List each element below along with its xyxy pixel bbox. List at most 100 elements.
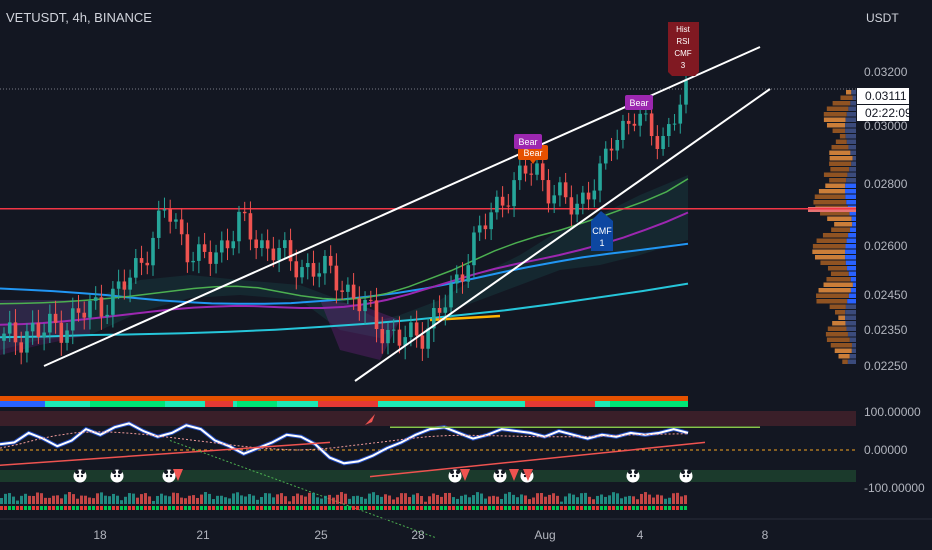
trend-dot	[652, 506, 655, 510]
trend-dot	[620, 506, 623, 510]
volume-profile-bar	[847, 266, 856, 271]
trend-dot	[264, 506, 267, 510]
panda-eye	[523, 474, 527, 478]
volume-bar	[164, 495, 167, 504]
volume-profile-bar	[829, 178, 847, 183]
volume-bar	[552, 493, 555, 504]
candle-body	[202, 244, 207, 252]
channel-lower-trendline[interactable]	[354, 88, 771, 382]
trend-dot	[260, 506, 263, 510]
trend-dot	[532, 506, 535, 510]
panda-eye	[682, 474, 686, 478]
volume-profile-bar	[846, 139, 856, 144]
volume-bar	[220, 495, 223, 504]
bear-label: Bear	[523, 148, 542, 158]
candle-body	[82, 312, 87, 318]
candle-body	[460, 274, 465, 282]
volume-bar	[500, 498, 503, 504]
trend-dot	[208, 506, 211, 510]
trend-dot	[372, 506, 375, 510]
volume-profile-bar	[831, 145, 849, 150]
volume-profile-bar	[814, 255, 846, 260]
volume-profile-bar	[847, 359, 856, 364]
candle-body	[323, 255, 327, 274]
volume-profile-bar	[825, 183, 846, 188]
trend-dot	[608, 506, 611, 510]
trend-dot	[384, 506, 387, 510]
trend-dot	[460, 506, 463, 510]
hist-rsi-cmf-marker[interactable]: Hist RSI CMF 3	[668, 22, 699, 76]
panda-eye	[451, 474, 455, 478]
volume-profile-bar	[834, 348, 852, 353]
candle-body	[552, 195, 556, 204]
trend-dot	[548, 506, 551, 510]
volume-profile-bar	[845, 315, 856, 320]
volume-profile-bar	[834, 222, 853, 227]
bear-marker-mid[interactable]: Bear	[514, 134, 542, 149]
price-axis[interactable]: 0.03200 0.03000 0.02800 0.02600 0.02450 0.023…	[864, 65, 908, 373]
volume-profile-bar	[816, 238, 847, 243]
trend-dot	[676, 506, 679, 510]
trend-dot	[100, 506, 103, 510]
volume-bar	[224, 497, 227, 504]
trend-dot	[64, 506, 67, 510]
volume-profile-bar	[852, 156, 856, 161]
current-price-tag[interactable]: 0.03111 02:22:09	[857, 88, 912, 121]
marker-line-1: Hist	[676, 25, 691, 34]
candle-body	[466, 265, 471, 282]
candle-body	[53, 313, 58, 323]
time-tick-label: 21	[196, 528, 210, 542]
trend-dot	[8, 506, 11, 510]
trend-dot	[4, 506, 7, 510]
volume-bar	[356, 495, 359, 504]
panda-ear	[456, 470, 460, 474]
candle-body	[500, 196, 505, 206]
volume-bar	[648, 494, 651, 504]
volume-bar	[668, 497, 671, 504]
volume-bar	[68, 492, 71, 504]
panda-eye	[686, 474, 690, 478]
volume-profile-bar	[852, 222, 856, 227]
volume-bar	[4, 493, 7, 504]
candle-body	[437, 308, 442, 313]
trend-dot	[572, 506, 575, 510]
candle-body	[351, 284, 356, 299]
volume-profile-bar	[826, 277, 851, 282]
trend-dot	[108, 506, 111, 510]
volume-bar	[304, 496, 307, 504]
panda-ear	[687, 470, 691, 474]
trend-dot	[468, 506, 471, 510]
candle-body	[128, 277, 132, 290]
bear-marker-top[interactable]: Bear	[625, 95, 653, 110]
cmf1-line-2: 1	[599, 238, 604, 248]
trend-dot	[48, 506, 51, 510]
trend-dot	[164, 506, 167, 510]
trend-dot	[644, 506, 647, 510]
volume-bar	[492, 495, 495, 504]
volume-bar	[588, 496, 591, 504]
trend-dot	[224, 506, 227, 510]
candle-body	[48, 313, 52, 333]
volume-bar	[32, 495, 35, 504]
volume-bar	[264, 493, 267, 504]
volume-profile-bar	[851, 161, 856, 166]
trend-dot	[28, 506, 31, 510]
time-axis[interactable]: 18 21 25 28 Aug 4 8	[93, 528, 768, 542]
time-tick-label: 18	[93, 528, 107, 542]
volume-profile-bar	[826, 106, 849, 111]
oscillator-axis[interactable]: 100.00000 0.00000 -100.00000	[864, 405, 925, 495]
trend-dot	[248, 506, 251, 510]
trend-dot	[632, 506, 635, 510]
volume-bar	[80, 495, 83, 504]
trend-dot	[500, 506, 503, 510]
candle-body	[638, 113, 642, 126]
volume-bar	[72, 494, 75, 504]
cmf-1-marker[interactable]: CMF 1	[591, 211, 613, 251]
trend-dot	[680, 506, 683, 510]
volume-profile-bar	[838, 354, 850, 359]
candle-body	[495, 196, 499, 213]
volume-profile-bar	[845, 189, 856, 194]
oversold-band	[0, 470, 856, 482]
volume-bar	[288, 501, 291, 504]
